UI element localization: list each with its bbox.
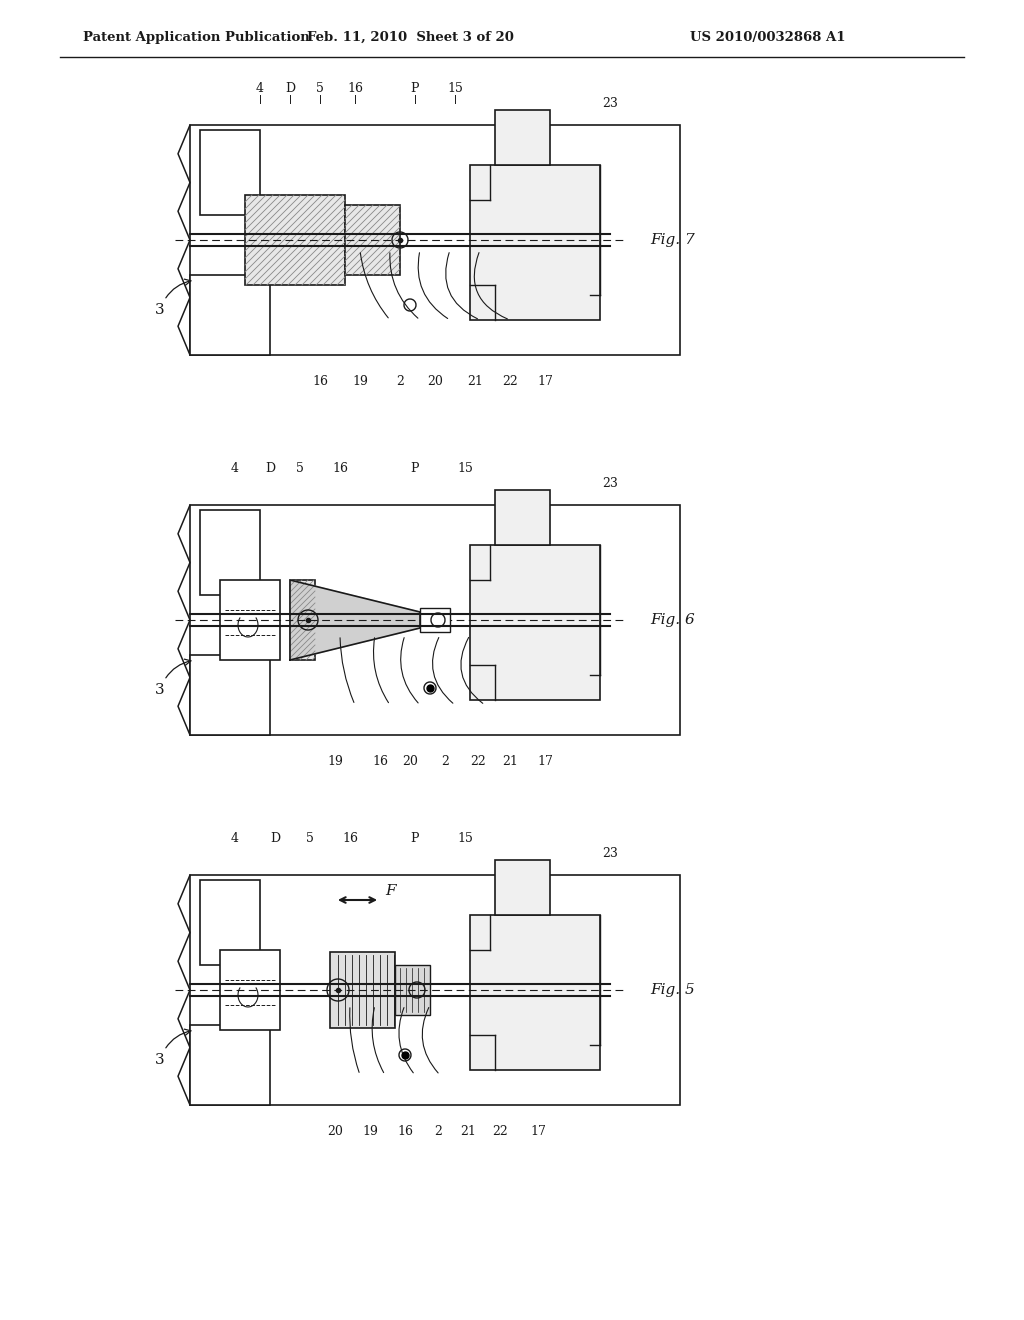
Text: 22: 22: [493, 1125, 508, 1138]
Bar: [330, 952, 395, 1028]
Bar: [190, 1026, 270, 1105]
Bar: [220, 950, 280, 1030]
Text: Patent Application Publication: Patent Application Publication: [83, 30, 309, 44]
Text: 2: 2: [396, 375, 403, 388]
Bar: [495, 110, 550, 165]
Text: 20: 20: [327, 1125, 343, 1138]
Text: US 2010/0032868 A1: US 2010/0032868 A1: [690, 30, 846, 44]
Bar: [470, 165, 600, 319]
Text: 3: 3: [156, 659, 190, 697]
Text: P: P: [411, 82, 419, 95]
Text: 15: 15: [457, 462, 473, 475]
Text: 5: 5: [306, 832, 314, 845]
Text: 5: 5: [296, 462, 304, 475]
Text: P: P: [411, 462, 419, 475]
Bar: [200, 510, 260, 595]
Text: 21: 21: [502, 755, 518, 768]
Text: 3: 3: [156, 279, 190, 317]
Bar: [190, 506, 680, 735]
Text: 16: 16: [342, 832, 358, 845]
Text: 5: 5: [316, 82, 324, 95]
Bar: [245, 195, 345, 285]
Text: 2: 2: [441, 755, 449, 768]
Text: 20: 20: [427, 375, 443, 388]
Text: 19: 19: [362, 1125, 378, 1138]
Bar: [495, 861, 550, 915]
Text: 19: 19: [327, 755, 343, 768]
Text: 4: 4: [231, 832, 239, 845]
Text: 19: 19: [352, 375, 368, 388]
Text: 23: 23: [602, 847, 617, 861]
Bar: [190, 275, 270, 355]
Bar: [420, 609, 450, 632]
Text: 4: 4: [231, 462, 239, 475]
Text: D: D: [285, 82, 295, 95]
Text: 2: 2: [434, 1125, 442, 1138]
Bar: [190, 125, 680, 355]
Text: 23: 23: [602, 477, 617, 490]
Bar: [470, 545, 600, 700]
Bar: [395, 965, 430, 1015]
Bar: [200, 129, 260, 215]
Text: 22: 22: [502, 375, 518, 388]
Text: D: D: [265, 462, 275, 475]
Text: 17: 17: [537, 375, 553, 388]
Text: 16: 16: [372, 755, 388, 768]
Text: Feb. 11, 2010  Sheet 3 of 20: Feb. 11, 2010 Sheet 3 of 20: [306, 30, 513, 44]
Text: 15: 15: [447, 82, 463, 95]
Bar: [290, 579, 315, 660]
Text: 17: 17: [530, 1125, 546, 1138]
Bar: [220, 579, 280, 660]
Text: 21: 21: [467, 375, 483, 388]
Text: 16: 16: [347, 82, 362, 95]
Text: P: P: [411, 832, 419, 845]
Bar: [190, 875, 680, 1105]
Text: 21: 21: [460, 1125, 476, 1138]
Bar: [190, 655, 270, 735]
Text: 3: 3: [156, 1030, 190, 1067]
Text: 17: 17: [537, 755, 553, 768]
Text: 22: 22: [470, 755, 485, 768]
Bar: [495, 490, 550, 545]
Text: Fig. 7: Fig. 7: [650, 234, 694, 247]
Bar: [470, 915, 600, 1071]
Bar: [200, 880, 260, 965]
Bar: [345, 205, 400, 275]
Text: 4: 4: [256, 82, 264, 95]
Text: 15: 15: [457, 832, 473, 845]
Polygon shape: [290, 579, 420, 660]
Text: 16: 16: [397, 1125, 413, 1138]
Text: D: D: [270, 832, 280, 845]
Text: 20: 20: [402, 755, 418, 768]
Text: Fig. 6: Fig. 6: [650, 612, 694, 627]
Text: 16: 16: [332, 462, 348, 475]
Text: 16: 16: [312, 375, 328, 388]
Text: F: F: [385, 884, 395, 898]
Text: Fig. 5: Fig. 5: [650, 983, 694, 997]
Text: 23: 23: [602, 96, 617, 110]
